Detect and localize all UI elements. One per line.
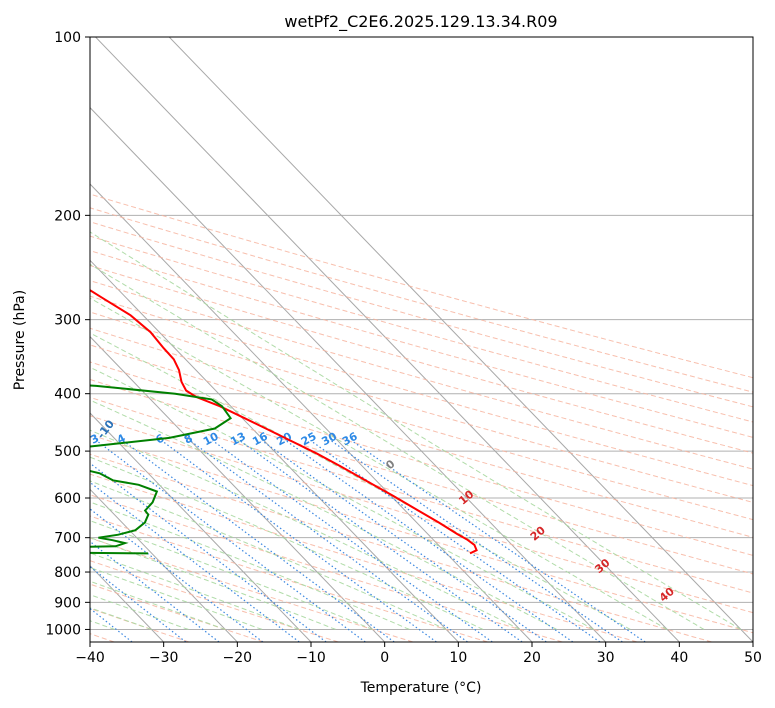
mixing-ratio-label: 10 xyxy=(201,430,221,449)
dry-adiabat xyxy=(90,415,753,614)
mixing-ratio-line xyxy=(351,440,646,642)
isotherm-line xyxy=(90,488,238,642)
moist-adiabat xyxy=(90,231,742,630)
isotherm-line xyxy=(90,335,386,642)
x-axis-label: Temperature (°C) xyxy=(360,680,482,696)
mixing-ratio-line xyxy=(189,440,468,642)
moist-adiabat xyxy=(90,501,410,630)
y-axis: 100 200 300 400 500 600 700 800 900 1000 xyxy=(45,30,90,638)
dry-adiabat xyxy=(90,434,753,634)
x-tick-label: 30 xyxy=(597,650,615,666)
y-tick-label: 100 xyxy=(54,30,81,46)
dry-adiabat xyxy=(90,344,753,538)
moist-adiabat-label: 40 xyxy=(657,585,677,605)
isotherm-line xyxy=(90,259,459,642)
mixing-ratio-line xyxy=(90,462,327,642)
y-tick-label: 400 xyxy=(54,387,81,403)
dry-adiabat xyxy=(90,453,712,642)
y-tick-label: 800 xyxy=(54,565,81,581)
moist-adiabat xyxy=(90,297,668,630)
dry-adiabat xyxy=(90,537,414,642)
x-tick-label: −30 xyxy=(149,650,179,666)
y-tick-label: 300 xyxy=(54,313,81,329)
mixing-ratio-line xyxy=(239,440,523,642)
dry-adiabat xyxy=(90,378,753,575)
dry-adiabat xyxy=(90,311,753,503)
plot-frame xyxy=(89,36,754,643)
mixing-ratio-line xyxy=(122,440,395,642)
moist-adiabat-label: 20 xyxy=(528,523,548,543)
moist-adiabat xyxy=(90,580,226,630)
x-tick-label: −40 xyxy=(75,650,105,666)
x-tick-label: 10 xyxy=(449,650,467,666)
mixing-ratio-line xyxy=(90,508,264,642)
x-tick-label: −10 xyxy=(296,650,326,666)
moist-adiabat xyxy=(90,399,557,630)
chart-title: wetPf2_C2E6.2025.129.13.34.R09 xyxy=(284,12,557,32)
x-tick-label: 40 xyxy=(670,650,688,666)
x-tick-label: 20 xyxy=(523,650,541,666)
isotherm-line xyxy=(168,37,753,642)
isotherm-line xyxy=(90,106,607,642)
isotherm-line xyxy=(94,37,680,642)
dry-adiabat xyxy=(90,607,189,642)
moist-adiabat xyxy=(90,567,263,630)
plot-area: 0.10.20.40.611.52346810131620253036-100-… xyxy=(0,37,753,642)
y-tick-label: 700 xyxy=(54,531,81,547)
mixing-ratio-line xyxy=(330,440,623,642)
mixing-ratio-label: 3 xyxy=(88,432,101,447)
moist-adiabat xyxy=(90,332,631,630)
y-tick-label: 500 xyxy=(54,444,81,460)
isotherm-line xyxy=(90,183,533,642)
moist-adiabat xyxy=(90,263,705,630)
mixing-ratio-line xyxy=(261,440,547,642)
isotherm-line xyxy=(90,412,312,642)
dry-adiabat xyxy=(90,494,563,642)
dry-adiabat xyxy=(90,473,638,642)
y-tick-label: 600 xyxy=(54,491,81,507)
mixing-ratio-label: 30 xyxy=(319,430,339,449)
x-axis: −40 −30 −20 −10 0 10 20 30 40 50 xyxy=(75,642,762,666)
x-tick-label: −20 xyxy=(223,650,253,666)
x-tick-label: 50 xyxy=(744,650,762,666)
mixing-ratio-line xyxy=(212,440,493,642)
mixing-ratio-label: 1.5 xyxy=(22,429,45,450)
dewpoint-profile xyxy=(90,384,233,555)
mixing-ratio-label: 16 xyxy=(250,430,270,449)
moist-adiabat xyxy=(90,456,484,630)
moist-adiabat xyxy=(90,520,373,630)
temperature-profile xyxy=(90,289,478,555)
mixing-ratio-label: 36 xyxy=(340,430,360,449)
moist-adiabat xyxy=(90,537,336,630)
mixing-ratio-line xyxy=(96,440,366,642)
moist-adiabat xyxy=(90,552,300,630)
mixing-ratio-line xyxy=(310,440,601,642)
mixing-ratio-line xyxy=(90,540,220,642)
y-axis-label: Pressure (hPa) xyxy=(12,290,28,390)
x-tick-label: 0 xyxy=(380,650,389,666)
mixing-ratio-label: 13 xyxy=(228,430,248,449)
mixing-ratio-label: 25 xyxy=(299,430,319,449)
dry-adiabat-label: -20 xyxy=(0,374,1,398)
y-tick-label: 900 xyxy=(54,595,81,611)
dry-adiabat xyxy=(90,515,488,642)
y-tick-label: 1000 xyxy=(45,622,81,638)
mixing-ratio-label: 1 xyxy=(0,432,7,447)
mixing-ratio-label: 20 xyxy=(274,430,294,449)
mixing-ratio-line xyxy=(90,481,300,642)
y-tick-label: 200 xyxy=(54,208,81,224)
